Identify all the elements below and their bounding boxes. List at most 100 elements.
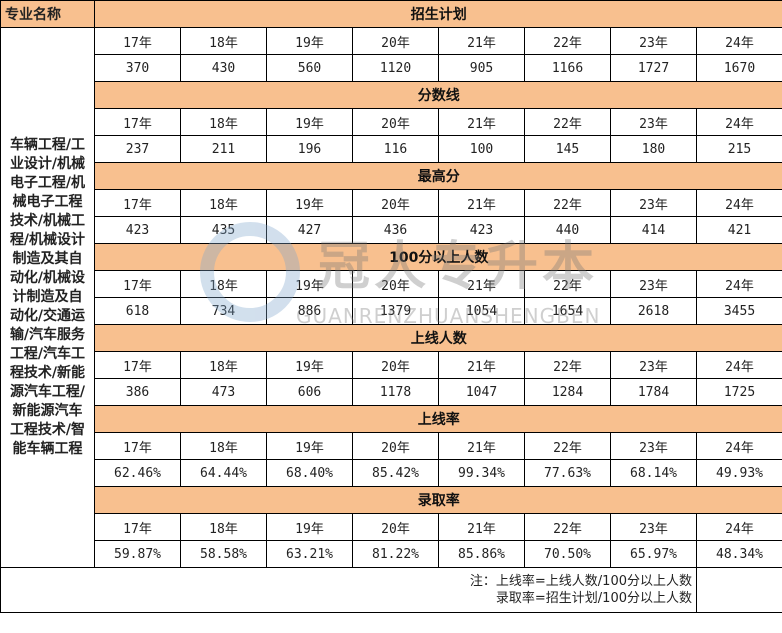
- value-cell: 237: [94, 135, 181, 163]
- section-title: 上线人数: [94, 324, 782, 352]
- value-cell: 59.87%: [94, 540, 181, 568]
- year-cell: 17年: [94, 351, 181, 379]
- year-cell: 17年: [94, 189, 181, 217]
- value-row: 618 734 886 1379 1054 1654 2618 3455: [1, 297, 782, 325]
- year-cell: 18年: [180, 513, 267, 541]
- year-cell: 20年: [352, 270, 439, 298]
- year-cell: 23年: [610, 27, 697, 55]
- value-row: 59.87% 58.58% 63.21% 81.22% 85.86% 70.50% 65.9…: [1, 540, 782, 568]
- year-cell: 21年: [438, 351, 525, 379]
- year-cell: 22年: [524, 108, 611, 136]
- year-cell: 23年: [610, 351, 697, 379]
- value-cell: 99.34%: [438, 459, 525, 487]
- section-header-row: 100分以上人数: [1, 243, 782, 271]
- major-column-header: 专业名称: [0, 0, 95, 28]
- section-title: 招生计划: [94, 0, 782, 28]
- section-header-row: 上线人数: [1, 324, 782, 352]
- value-cell: 440: [524, 216, 611, 244]
- empty-cell: [696, 567, 782, 613]
- value-cell: 58.58%: [180, 540, 267, 568]
- value-cell: 1784: [610, 378, 697, 406]
- year-cell: 24年: [696, 270, 782, 298]
- section-header-row: 分数线: [1, 81, 782, 109]
- value-cell: 423: [438, 216, 525, 244]
- value-cell: 65.97%: [610, 540, 697, 568]
- year-cell: 23年: [610, 513, 697, 541]
- year-cell: 21年: [438, 270, 525, 298]
- year-cell: 21年: [438, 432, 525, 460]
- year-cell: 19年: [266, 351, 353, 379]
- value-cell: 370: [94, 54, 181, 82]
- value-cell: 886: [266, 297, 353, 325]
- section-header-row: 上线率: [1, 405, 782, 433]
- value-cell: 63.21%: [266, 540, 353, 568]
- value-cell: 3455: [696, 297, 782, 325]
- section-title: 上线率: [94, 405, 782, 433]
- year-cell: 20年: [352, 108, 439, 136]
- section-title: 录取率: [94, 486, 782, 514]
- value-row: 370 430 560 1120 905 1166 1727 1670: [1, 54, 782, 82]
- value-cell: 48.34%: [696, 540, 782, 568]
- year-cell: 20年: [352, 27, 439, 55]
- year-cell: 18年: [180, 27, 267, 55]
- value-cell: 70.50%: [524, 540, 611, 568]
- value-cell: 1725: [696, 378, 782, 406]
- value-cell: 1178: [352, 378, 439, 406]
- year-row: 17年 18年 19年 20年 21年 22年 23年 24年: [1, 351, 782, 379]
- value-cell: 64.44%: [180, 459, 267, 487]
- year-cell: 23年: [610, 108, 697, 136]
- value-cell: 423: [94, 216, 181, 244]
- value-cell: 905: [438, 54, 525, 82]
- year-cell: 24年: [696, 432, 782, 460]
- year-cell: 17年: [94, 432, 181, 460]
- value-cell: 436: [352, 216, 439, 244]
- value-cell: 1284: [524, 378, 611, 406]
- value-cell: 68.40%: [266, 459, 353, 487]
- year-cell: 21年: [438, 189, 525, 217]
- section-header-row: 录取率: [1, 486, 782, 514]
- value-cell: 1670: [696, 54, 782, 82]
- value-cell: 1654: [524, 297, 611, 325]
- value-cell: 435: [180, 216, 267, 244]
- value-cell: 1727: [610, 54, 697, 82]
- value-cell: 145: [524, 135, 611, 163]
- year-cell: 17年: [94, 108, 181, 136]
- year-cell: 23年: [610, 270, 697, 298]
- year-cell: 22年: [524, 27, 611, 55]
- value-cell: 386: [94, 378, 181, 406]
- value-cell: 734: [180, 297, 267, 325]
- value-row: 62.46% 64.44% 68.40% 85.42% 99.34% 77.63% 68.1…: [1, 459, 782, 487]
- year-cell: 19年: [266, 432, 353, 460]
- year-cell: 24年: [696, 351, 782, 379]
- year-cell: 19年: [266, 108, 353, 136]
- year-cell: 20年: [352, 432, 439, 460]
- year-cell: 22年: [524, 270, 611, 298]
- value-cell: 618: [94, 297, 181, 325]
- section-title: 100分以上人数: [94, 243, 782, 271]
- value-cell: 68.14%: [610, 459, 697, 487]
- year-cell: 19年: [266, 27, 353, 55]
- value-cell: 196: [266, 135, 353, 163]
- value-row: 237 211 196 116 100 145 180 215: [1, 135, 782, 163]
- year-row: 17年 18年 19年 20年 21年 22年 23年 24年: [1, 432, 782, 460]
- year-cell: 22年: [524, 189, 611, 217]
- year-cell: 20年: [352, 513, 439, 541]
- note-line: 录取率=招生计划/100分以上人数: [495, 591, 692, 606]
- year-cell: 18年: [180, 351, 267, 379]
- value-cell: 1379: [352, 297, 439, 325]
- value-cell: 1054: [438, 297, 525, 325]
- note-row: 注：上线率=上线人数/100分以上人数 录取率=招生计划/100分以上人数: [0, 567, 782, 613]
- year-cell: 24年: [696, 513, 782, 541]
- value-cell: 85.86%: [438, 540, 525, 568]
- year-row: 17年 18年 19年 20年 21年 22年 23年 24年: [1, 189, 782, 217]
- value-cell: 2618: [610, 297, 697, 325]
- year-cell: 18年: [180, 270, 267, 298]
- value-cell: 81.22%: [352, 540, 439, 568]
- value-cell: 215: [696, 135, 782, 163]
- value-cell: 421: [696, 216, 782, 244]
- value-cell: 116: [352, 135, 439, 163]
- year-cell: 24年: [696, 108, 782, 136]
- year-cell: 23年: [610, 189, 697, 217]
- year-row: 17年 18年 19年 20年 21年 22年 23年 24年: [1, 513, 782, 541]
- year-row: 17年 18年 19年 20年 21年 22年 23年 24年: [1, 108, 782, 136]
